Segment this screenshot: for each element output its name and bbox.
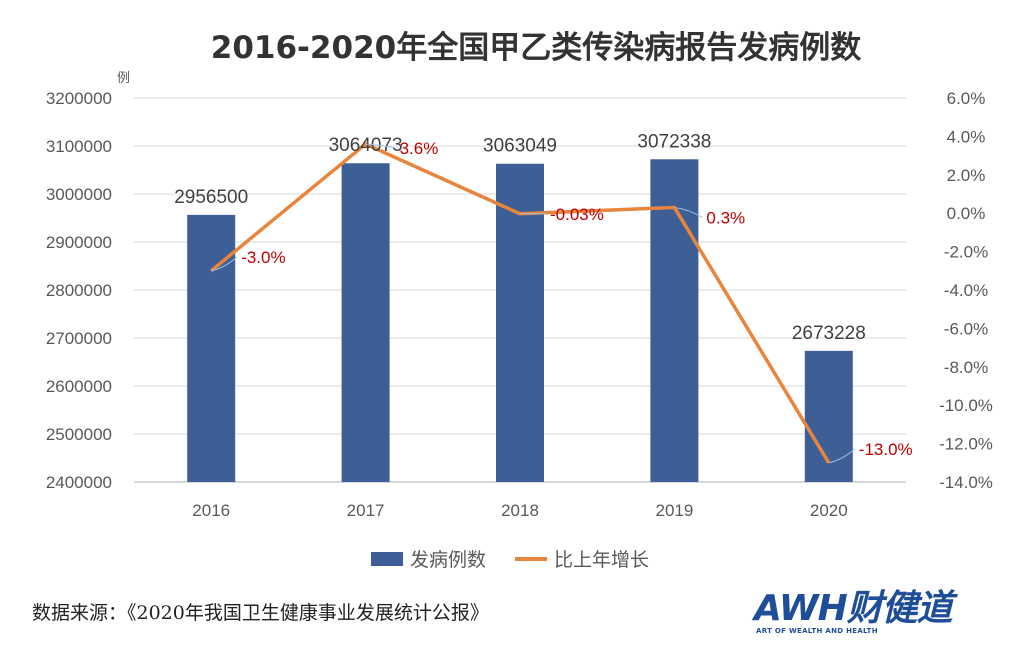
left-axis: 3200000 3100000 3000000 2900000 2800000 27000… bbox=[46, 89, 112, 492]
left-tick-label: 2400000 bbox=[46, 473, 112, 492]
right-tick-label: -8.0% bbox=[944, 358, 988, 377]
x-tick-label: 2019 bbox=[655, 501, 693, 520]
growth-value-label: -13.0% bbox=[859, 440, 913, 459]
legend-bar-label: 发病例数 bbox=[410, 549, 486, 571]
right-tick-label: -12.0% bbox=[939, 435, 993, 454]
x-axis: 2016 2017 2018 2019 2020 bbox=[192, 501, 847, 520]
right-tick-label: 4.0% bbox=[947, 127, 986, 146]
left-tick-label: 2900000 bbox=[46, 233, 112, 252]
bar-value-label: 3064073 bbox=[329, 135, 403, 156]
bar bbox=[496, 163, 544, 482]
bar-value-label: 2956500 bbox=[174, 187, 248, 208]
right-tick-label: -4.0% bbox=[944, 281, 988, 300]
growth-value-label: 0.3% bbox=[706, 208, 745, 227]
leader-line bbox=[365, 143, 396, 149]
right-tick-label: 2.0% bbox=[947, 166, 986, 185]
logo-tagline: ART OF WEALTH AND HEALTH bbox=[756, 627, 878, 635]
brand-logo: AWH财健道 ART OF WEALTH AND HEALTH bbox=[754, 590, 974, 642]
line-data-labels: -3.0% 3.6% -0.03% 0.3% -13.0% bbox=[211, 139, 913, 464]
y-axis-unit: 例 bbox=[117, 70, 130, 85]
leader-line bbox=[674, 206, 703, 218]
legend: 发病例数 比上年增长 bbox=[371, 549, 649, 571]
growth-value-label: 3.6% bbox=[400, 139, 439, 158]
right-tick-label: -6.0% bbox=[944, 319, 988, 338]
left-tick-label: 2800000 bbox=[46, 281, 112, 300]
source-note: 数据来源：《2020年我国卫生健康事业发展统计公报》 bbox=[32, 602, 489, 624]
left-tick-label: 3000000 bbox=[46, 185, 112, 204]
x-tick-label: 2020 bbox=[810, 501, 848, 520]
left-tick-label: 2600000 bbox=[46, 377, 112, 396]
bar-series bbox=[187, 159, 853, 482]
right-tick-label: -14.0% bbox=[939, 473, 993, 492]
combo-chart: 2016-2020年全国甲乙类传染病报告发病例数 例 3200000 310000… bbox=[46, 30, 993, 571]
right-axis: 6.0% 4.0% 2.0% 0.0% -2.0% -4.0% -6.0% -8.0% -10.… bbox=[939, 89, 993, 492]
bar-value-label: 2673228 bbox=[792, 323, 866, 344]
x-tick-label: 2018 bbox=[501, 501, 539, 520]
legend-bar-swatch bbox=[371, 552, 403, 566]
leader-line bbox=[211, 256, 238, 272]
x-tick-label: 2017 bbox=[347, 501, 385, 520]
left-tick-label: 3200000 bbox=[46, 89, 112, 108]
left-tick-label: 2700000 bbox=[46, 329, 112, 348]
leader-line bbox=[828, 448, 856, 464]
bar-value-label: 3063049 bbox=[483, 136, 557, 157]
left-tick-label: 2500000 bbox=[46, 425, 112, 444]
logo-wordmark: AWH财健道 bbox=[754, 588, 953, 629]
right-tick-label: 0.0% bbox=[947, 204, 986, 223]
growth-value-label: -3.0% bbox=[241, 248, 285, 267]
legend-line-label: 比上年增长 bbox=[554, 549, 649, 571]
x-tick-label: 2016 bbox=[192, 501, 230, 520]
right-tick-label: 6.0% bbox=[947, 89, 986, 108]
right-tick-label: -2.0% bbox=[944, 243, 988, 262]
bar bbox=[341, 163, 390, 482]
growth-value-label: -0.03% bbox=[550, 205, 604, 224]
chart-title: 2016-2020年全国甲乙类传染病报告发病例数 bbox=[211, 30, 861, 66]
bar bbox=[650, 159, 699, 482]
bar-data-labels: 2956500 3064073 3063049 3072338 2673228 bbox=[174, 131, 866, 344]
right-tick-label: -10.0% bbox=[939, 396, 993, 415]
bar-value-label: 3072338 bbox=[637, 131, 711, 152]
left-tick-label: 3100000 bbox=[46, 137, 112, 156]
